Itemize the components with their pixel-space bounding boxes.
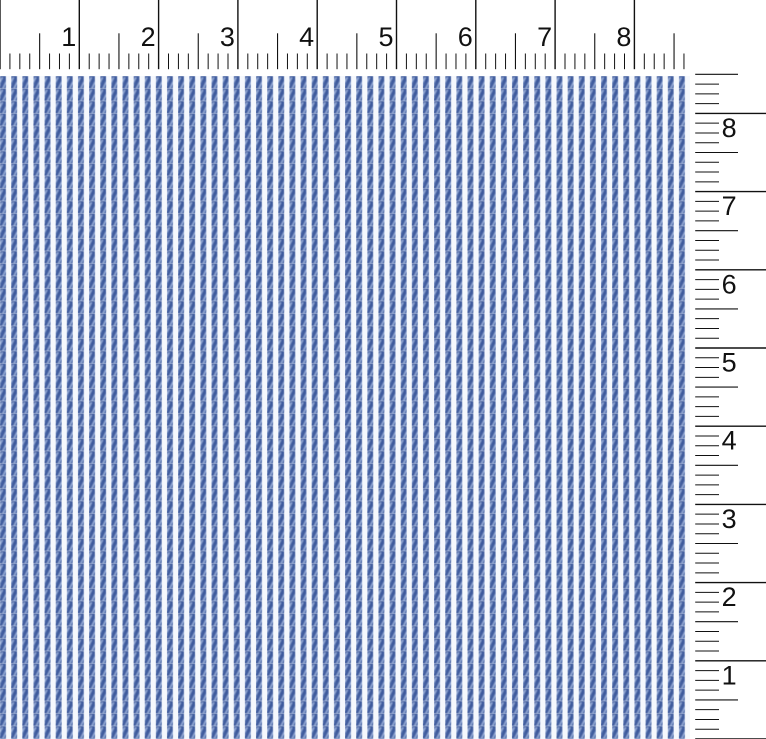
svg-text:4: 4 xyxy=(722,426,737,456)
svg-text:8: 8 xyxy=(616,22,631,52)
svg-text:8: 8 xyxy=(722,113,737,143)
svg-text:3: 3 xyxy=(722,504,737,534)
svg-text:7: 7 xyxy=(722,191,737,221)
svg-text:1: 1 xyxy=(722,660,737,690)
svg-text:7: 7 xyxy=(537,22,552,52)
svg-text:5: 5 xyxy=(378,22,393,52)
svg-text:2: 2 xyxy=(141,22,156,52)
svg-text:6: 6 xyxy=(458,22,473,52)
svg-text:1: 1 xyxy=(61,22,76,52)
svg-text:4: 4 xyxy=(299,22,314,52)
svg-text:3: 3 xyxy=(220,22,235,52)
svg-text:5: 5 xyxy=(722,348,737,378)
svg-text:2: 2 xyxy=(722,582,737,612)
svg-text:6: 6 xyxy=(722,269,737,299)
